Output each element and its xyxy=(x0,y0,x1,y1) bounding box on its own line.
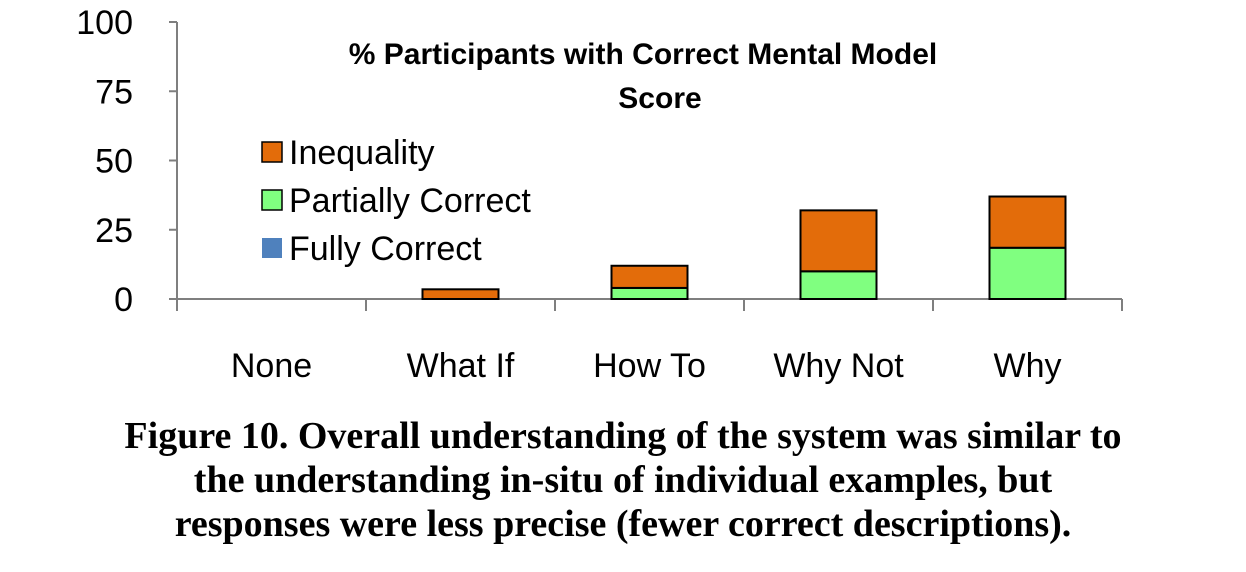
legend-label: Fully Correct xyxy=(289,230,482,268)
y-tick-label: 50 xyxy=(95,143,133,181)
y-tick-label: 0 xyxy=(114,281,133,319)
y-tick-label: 100 xyxy=(76,4,133,42)
figure-caption: Figure 10. Overall understanding of the … xyxy=(0,414,1246,546)
bars xyxy=(421,195,1067,301)
x-ticks: None What If How To Why Not Why xyxy=(176,299,1123,385)
bar-segment xyxy=(610,286,689,301)
legend-swatch xyxy=(261,189,283,211)
x-tick-label: None xyxy=(231,347,312,385)
x-tick-label: How To xyxy=(593,347,706,385)
x-tick-label: What If xyxy=(407,347,515,385)
bar-segment xyxy=(610,264,689,289)
legend-swatch xyxy=(261,141,283,163)
bar-segment xyxy=(799,270,878,300)
bar-segment xyxy=(988,246,1067,301)
legend-label: Inequality xyxy=(289,134,435,172)
legend-swatch xyxy=(262,238,282,258)
bar-segment xyxy=(988,195,1067,249)
chart: 0 25 50 75 100 None What If How To Why Not Why %… xyxy=(76,4,1123,385)
caption-line-2: the understanding in-situ of individual … xyxy=(193,459,1053,501)
caption-line-1: Figure 10. Overall understanding of the … xyxy=(124,415,1122,457)
legend: Inequality Partially Correct Fully Correct xyxy=(261,134,531,268)
bar-segment xyxy=(799,209,878,273)
y-tick-label: 25 xyxy=(95,212,133,250)
x-tick-label: Why xyxy=(994,347,1062,385)
y-tick-label: 75 xyxy=(95,73,133,111)
caption-line-3: responses were less precise (fewer corre… xyxy=(174,503,1072,545)
bar-segment xyxy=(421,288,500,300)
chart-title-line: % Participants with Correct Mental Model xyxy=(349,38,937,71)
chart-title-line: Score xyxy=(618,82,701,115)
legend-label: Partially Correct xyxy=(289,182,531,220)
x-tick-label: Why Not xyxy=(773,347,904,385)
y-ticks: 0 25 50 75 100 xyxy=(76,4,177,319)
chart-title: % Participants with Correct Mental Model… xyxy=(349,38,937,115)
